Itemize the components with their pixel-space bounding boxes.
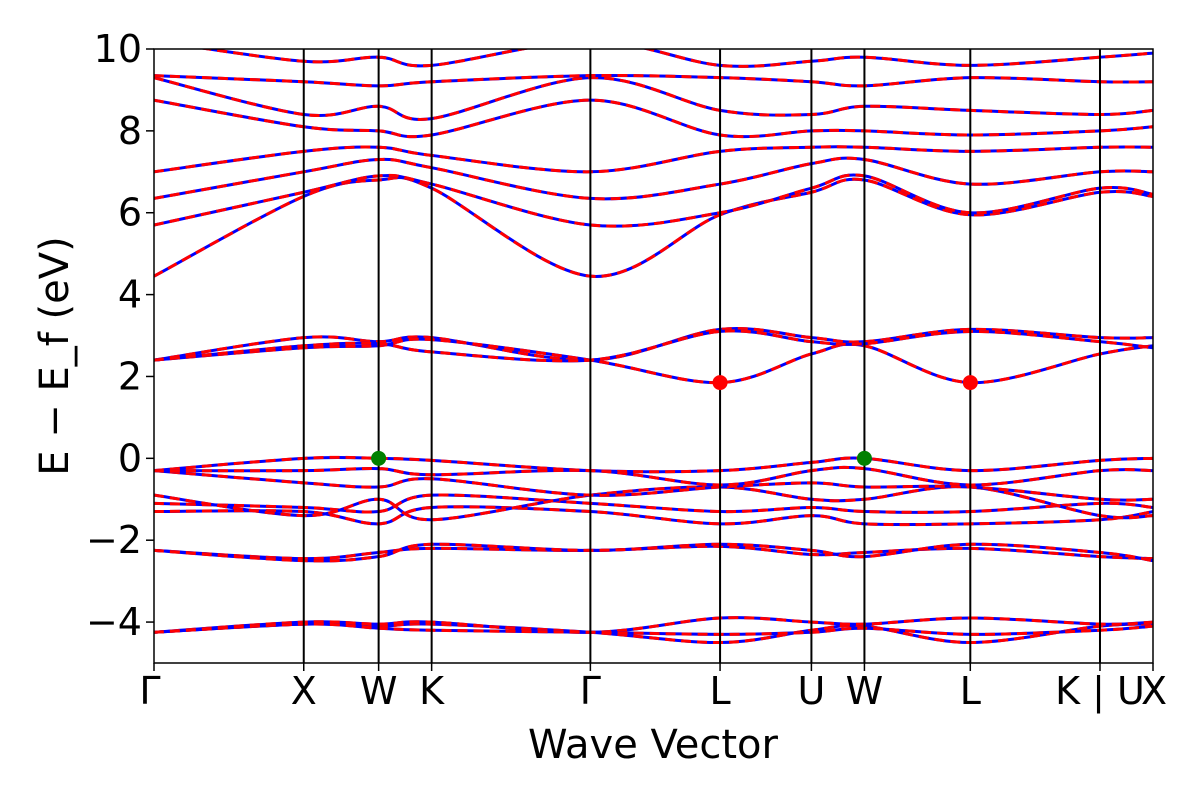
x-tick-label: X [291, 669, 317, 713]
band-line-spin-down [154, 73, 1153, 88]
y-tick-label: 0 [118, 436, 142, 480]
band-line-spin-down [154, 542, 1153, 563]
cbm-marker [962, 375, 978, 391]
x-tick-label: K | U [1055, 669, 1145, 714]
y-tick-label: 2 [118, 354, 142, 398]
band-line-spin-down [154, 173, 1153, 228]
extrema-markers [371, 375, 978, 466]
bands-layer [154, 49, 1153, 645]
y-tick-label: −4 [86, 600, 142, 644]
kpoint-lines [302, 49, 1101, 663]
band-line-spin-down [154, 337, 1153, 385]
band-line-spin-down [154, 469, 1153, 502]
vbm-marker [371, 450, 387, 466]
band-line-spin-down [154, 76, 1153, 121]
x-tick-label: L [960, 669, 981, 713]
y-tick-label: 4 [118, 273, 142, 317]
x-tick-label: X [1141, 669, 1167, 713]
band-line-spin-down [154, 455, 1153, 474]
band-line-spin-down [154, 465, 1153, 487]
x-tick-label: W [360, 669, 398, 713]
x-tick-label: Γ [139, 669, 160, 713]
y-tick-label: 8 [118, 109, 142, 153]
y-tick-label: 6 [118, 191, 142, 235]
band-line-spin-down [154, 505, 1153, 527]
band-line-spin-down [154, 616, 1153, 634]
band-line-spin-down [154, 329, 1153, 363]
y-tick-label: −2 [86, 518, 142, 562]
x-tick-label: W [846, 669, 884, 713]
cbm-marker [712, 375, 728, 391]
band-line-spin-down [198, 49, 1153, 68]
band-line-spin-down [154, 544, 1153, 561]
band-line-spin-down [154, 156, 1153, 201]
x-tick-label: U [798, 669, 826, 713]
plot-frame [153, 48, 1154, 664]
y-tick-label: 10 [94, 27, 142, 71]
y-axis-ticks: −4 −2 0 2 4 6 8 10 [86, 27, 154, 644]
vbm-marker [856, 450, 872, 466]
band-line-spin-down [154, 98, 1153, 139]
x-tick-label: L [709, 669, 730, 713]
band-line-spin-down [154, 145, 1153, 174]
band-line-spin-down [154, 493, 1153, 514]
x-tick-label: K [419, 669, 445, 713]
band-line-spin-down [154, 622, 1153, 636]
y-axis-label: E − E_f (eV) [32, 236, 78, 475]
x-axis-label: Wave Vector [528, 722, 779, 768]
x-tick-label: Γ [580, 669, 601, 713]
